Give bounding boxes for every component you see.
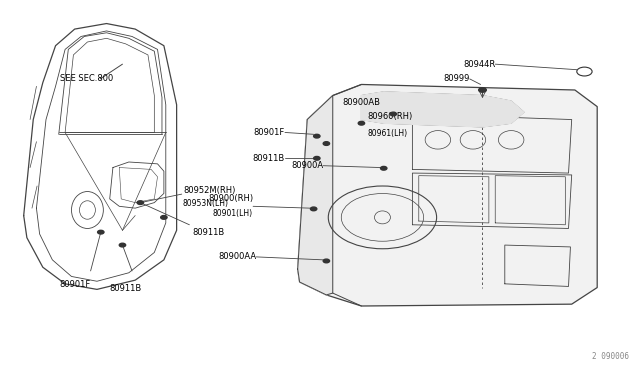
Polygon shape: [298, 96, 333, 295]
Text: 80901F: 80901F: [59, 280, 90, 289]
Text: 80911B: 80911B: [253, 154, 285, 163]
Text: 80900A: 80900A: [291, 161, 323, 170]
Text: 80900(RH): 80900(RH): [208, 193, 253, 203]
Text: 80960(RH): 80960(RH): [368, 112, 413, 121]
Text: 80961(LH): 80961(LH): [368, 129, 408, 138]
Circle shape: [358, 121, 365, 125]
Circle shape: [98, 230, 104, 234]
Text: 80901(LH): 80901(LH): [213, 209, 253, 218]
Text: 80901F: 80901F: [253, 128, 285, 137]
Circle shape: [137, 201, 143, 205]
Polygon shape: [298, 84, 597, 306]
Text: 80900AB: 80900AB: [342, 99, 381, 108]
Circle shape: [323, 259, 330, 263]
Circle shape: [381, 166, 387, 170]
Text: 2 090006: 2 090006: [592, 352, 629, 361]
Text: 80953N(LH): 80953N(LH): [183, 199, 229, 208]
Text: 80952M(RH): 80952M(RH): [183, 186, 236, 195]
Text: 80999: 80999: [444, 74, 470, 83]
Text: 80944R: 80944R: [463, 60, 495, 69]
Circle shape: [390, 112, 396, 116]
Circle shape: [314, 157, 320, 160]
Circle shape: [310, 207, 317, 211]
Text: 80900AA: 80900AA: [218, 252, 256, 262]
Text: 80911B: 80911B: [109, 284, 142, 293]
Text: SEE SEC.800: SEE SEC.800: [60, 74, 113, 83]
Circle shape: [314, 134, 320, 138]
Circle shape: [479, 88, 486, 92]
Circle shape: [161, 215, 167, 219]
Circle shape: [323, 142, 330, 145]
Circle shape: [119, 243, 125, 247]
Polygon shape: [362, 92, 524, 127]
Text: 80911B: 80911B: [193, 228, 225, 237]
